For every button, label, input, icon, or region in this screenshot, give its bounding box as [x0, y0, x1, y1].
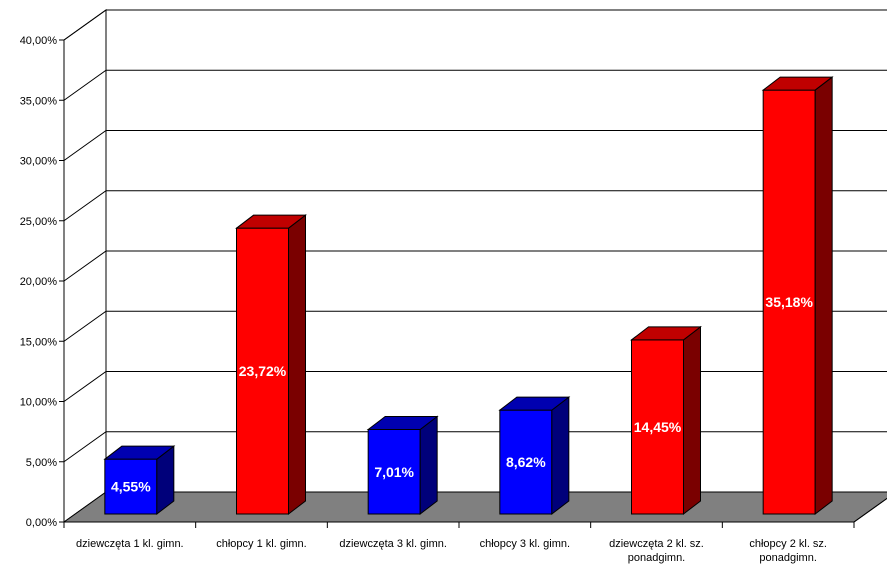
data-labels: 4,55% 23,72% 7,01% 8,62% 14,45% 35,18%: [111, 294, 813, 495]
bar: [630, 325, 702, 516]
y-tick-label: 15,00%: [20, 336, 58, 348]
gridline: [63, 190, 887, 222]
bar-side: [683, 325, 701, 516]
x-tick-label: dziewczęta 1 kl. gimn.: [76, 538, 184, 550]
floor-edge: [853, 497, 887, 523]
y-tick-label: 30,00%: [20, 156, 58, 168]
y-axis: 0,00% 5,00% 10,00% 15,00% 20,00% 25,00% 30,00%…: [20, 35, 65, 529]
y-tick-label: 0,00%: [26, 517, 57, 529]
data-label: 8,62%: [506, 454, 546, 470]
y-tick-label: 20,00%: [20, 276, 58, 288]
data-label: 14,45%: [634, 419, 682, 435]
y-tick-label: 10,00%: [20, 397, 58, 409]
y-tick-label: 35,00%: [20, 95, 58, 107]
x-tick-label: dziewczęta 3 kl. gimn.: [339, 538, 447, 550]
x-axis: dziewczęta 1 kl. gimn. chłopcy 1 kl. gimn…: [63, 497, 887, 564]
gridline: [63, 69, 887, 101]
x-tick-label: chłopcy 1 kl. gimn.: [216, 538, 306, 550]
data-label: 4,55%: [111, 479, 151, 495]
bar-top: [761, 76, 834, 91]
bar-side: [419, 415, 438, 516]
bar-top: [630, 326, 702, 341]
bar: [103, 445, 176, 516]
gridline: [63, 310, 887, 342]
gridline: [63, 250, 887, 282]
bar-side: [288, 214, 306, 516]
bar-top: [235, 214, 307, 229]
x-tick-label: chłopcy 2 kl. sz. ponadgimn.: [749, 538, 827, 564]
gridline: [63, 9, 887, 41]
x-tick-label: dziewczęta 2 kl. sz. ponadgimn.: [609, 538, 704, 564]
bar-top: [366, 416, 439, 431]
y-tick-label: 25,00%: [20, 216, 58, 228]
bar: [366, 415, 439, 516]
bar-top: [498, 396, 571, 411]
y-tick-label: 5,00%: [26, 457, 57, 469]
bar-top: [103, 445, 176, 460]
data-label: 7,01%: [374, 464, 414, 480]
data-label: 35,18%: [765, 294, 813, 310]
bars: [103, 76, 834, 516]
x-tick-label: chłopcy 3 kl. gimn.: [480, 538, 570, 550]
bar-side: [814, 76, 833, 516]
bar: [761, 76, 834, 516]
gridline: [63, 130, 887, 161]
bar: [235, 214, 307, 516]
bar-side: [551, 396, 570, 516]
data-label: 23,72%: [239, 363, 287, 379]
bar: [498, 396, 571, 516]
y-tick-label: 40,00%: [20, 35, 58, 47]
